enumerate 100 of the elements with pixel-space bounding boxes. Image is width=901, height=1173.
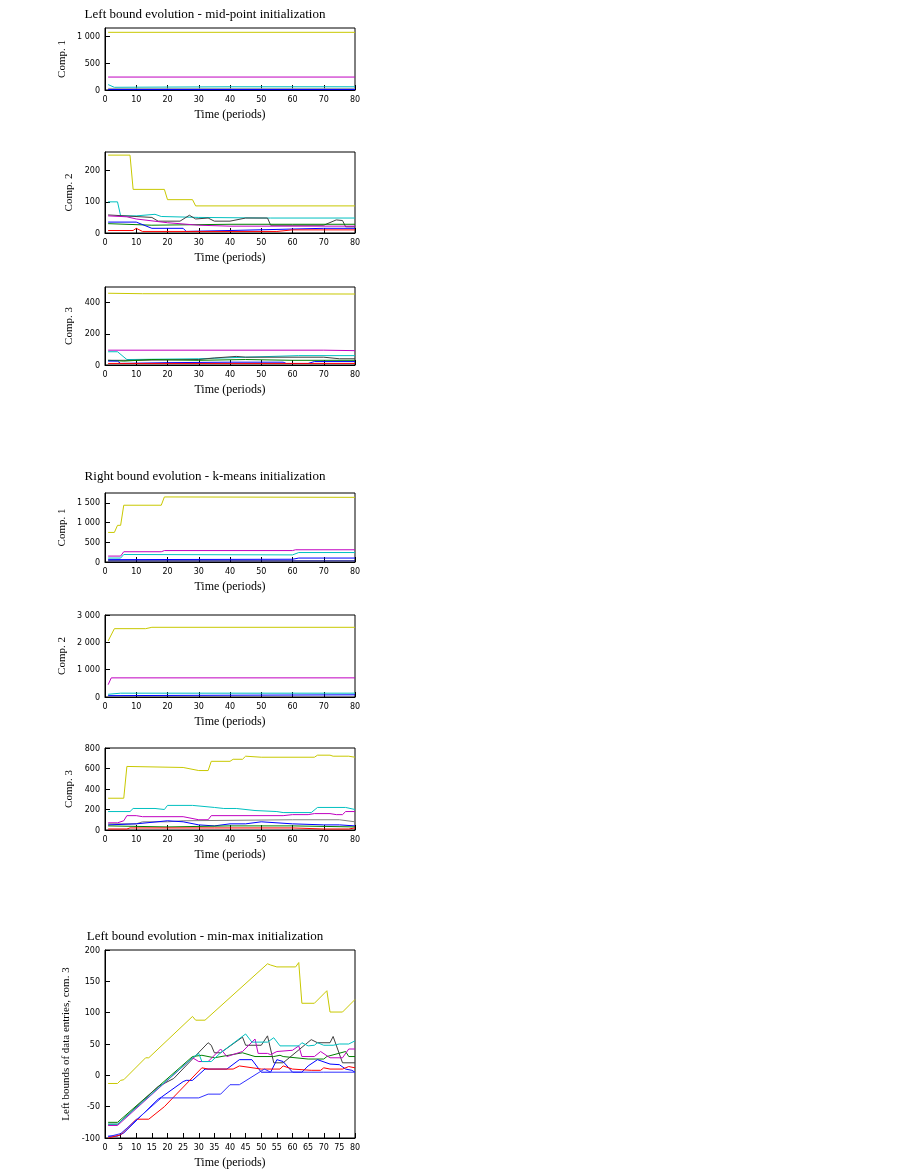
- x-tick-label: 70: [318, 369, 329, 379]
- x-tick-label: 0: [102, 94, 108, 104]
- y-tick-label: 0: [94, 85, 100, 95]
- x-tick-label: 50: [256, 701, 267, 711]
- x-tick-label: 10: [131, 94, 142, 104]
- y-tick-label: 150: [84, 976, 100, 986]
- x-tick-label: 40: [224, 1142, 236, 1152]
- x-tick-label: 20: [162, 701, 173, 711]
- y-tick-label: 1 500: [77, 498, 100, 508]
- x-tick-label: 70: [318, 1142, 329, 1152]
- x-tick-label: 50: [256, 94, 267, 104]
- x-tick-label: 10: [131, 834, 142, 844]
- x-tick-label: 55: [271, 1142, 282, 1152]
- x-tick-label: 40: [224, 701, 236, 711]
- x-tick-label: 10: [131, 1142, 142, 1152]
- x-tick-label: 0: [102, 369, 108, 379]
- x-tick-label: 70: [318, 834, 329, 844]
- x-tick-label: 75: [334, 1142, 345, 1152]
- x-tick-label: 70: [318, 701, 329, 711]
- x-tick-label: 60: [287, 701, 298, 711]
- x-tick-label: 30: [193, 701, 204, 711]
- x-tick-label: 30: [193, 834, 204, 844]
- y-axis-title: Comp. 2: [62, 173, 75, 212]
- x-tick-label: 30: [193, 1142, 204, 1152]
- x-axis-title: Time (periods): [194, 382, 266, 396]
- x-tick-label: 40: [224, 237, 236, 247]
- y-axis-title: Left bounds of data entries, com. 3: [59, 966, 72, 1121]
- y-tick-label: 1 000: [77, 31, 100, 41]
- y-tick-label: 400: [84, 298, 100, 308]
- x-tick-label: 50: [256, 566, 267, 576]
- x-tick-label: 20: [162, 834, 173, 844]
- line-series: [107, 201, 356, 219]
- x-tick-label: 0: [102, 1142, 108, 1152]
- y-tick-label: 3 000: [77, 610, 100, 620]
- line-series: [107, 962, 356, 1084]
- y-tick-label: 0: [94, 360, 100, 370]
- chart-title: Right bound evolution - k-means initialization: [84, 468, 326, 483]
- x-tick-label: 5: [118, 1142, 124, 1152]
- x-tick-label: 0: [102, 566, 108, 576]
- y-tick-label: 0: [94, 692, 100, 702]
- y-tick-label: 1 000: [77, 518, 100, 528]
- x-axis-title: Time (periods): [194, 847, 266, 861]
- y-tick-label: -100: [81, 1133, 100, 1143]
- x-tick-label: 40: [224, 834, 236, 844]
- y-tick-label: 500: [84, 537, 100, 547]
- y-tick-label: 100: [84, 197, 100, 207]
- x-tick-label: 40: [224, 566, 236, 576]
- x-tick-label: 30: [193, 566, 204, 576]
- x-axis-title: Time (periods): [194, 1155, 266, 1169]
- x-tick-label: 60: [287, 1142, 298, 1152]
- x-tick-label: 20: [162, 1142, 173, 1152]
- line-series: [107, 1051, 356, 1123]
- x-axis-title: Time (periods): [194, 579, 266, 593]
- y-tick-label: 0: [94, 1070, 100, 1080]
- x-tick-label: 50: [256, 1142, 267, 1152]
- x-axis-title: Time (periods): [194, 250, 266, 264]
- y-axis-title: Comp. 3: [62, 769, 75, 808]
- x-tick-label: 10: [131, 237, 142, 247]
- x-tick-label: 10: [131, 566, 142, 576]
- x-tick-label: 50: [256, 369, 267, 379]
- x-axis-title: Time (periods): [194, 107, 266, 121]
- y-tick-label: 200: [84, 805, 100, 814]
- x-tick-label: 10: [131, 701, 142, 711]
- x-tick-label: 60: [287, 94, 298, 104]
- y-tick-label: 0: [94, 557, 100, 567]
- x-tick-label: 15: [146, 1142, 157, 1152]
- line-series: [107, 496, 356, 533]
- line-series: [107, 154, 356, 207]
- x-tick-label: 30: [193, 237, 204, 247]
- y-tick-label: 0: [94, 228, 100, 238]
- x-tick-label: 10: [131, 369, 142, 379]
- chart-title: Left bound evolution - mid-point initialization: [84, 6, 326, 21]
- line-series: [107, 804, 356, 814]
- x-tick-label: 0: [102, 834, 108, 844]
- y-axis-title: Comp. 2: [54, 637, 67, 675]
- x-tick-label: 30: [193, 94, 204, 104]
- y-axis-title: Comp. 1: [54, 40, 67, 78]
- y-tick-label: 200: [84, 329, 100, 339]
- y-tick-label: 500: [84, 58, 100, 68]
- y-tick-label: 0: [94, 825, 100, 835]
- y-tick-label: 800: [84, 743, 100, 753]
- x-tick-label: 80: [349, 834, 361, 844]
- y-axis-title: Comp. 3: [62, 306, 75, 345]
- x-tick-label: 70: [318, 566, 329, 576]
- y-tick-label: 200: [84, 166, 100, 176]
- x-tick-label: 50: [256, 834, 267, 844]
- x-tick-label: 80: [349, 94, 361, 104]
- line-series: [107, 549, 356, 557]
- x-tick-label: 20: [162, 237, 173, 247]
- y-tick-label: 2 000: [77, 637, 100, 647]
- x-tick-label: 60: [287, 834, 298, 844]
- y-tick-label: 1 000: [77, 665, 100, 675]
- x-tick-label: 40: [224, 369, 236, 379]
- x-tick-label: 60: [287, 369, 298, 379]
- chart-title: Left bound evolution - min-max initialization: [86, 928, 324, 943]
- x-tick-label: 60: [287, 566, 298, 576]
- x-tick-label: 80: [349, 1142, 361, 1152]
- y-tick-label: -50: [86, 1102, 100, 1112]
- x-tick-label: 30: [193, 369, 204, 379]
- x-tick-label: 20: [162, 94, 173, 104]
